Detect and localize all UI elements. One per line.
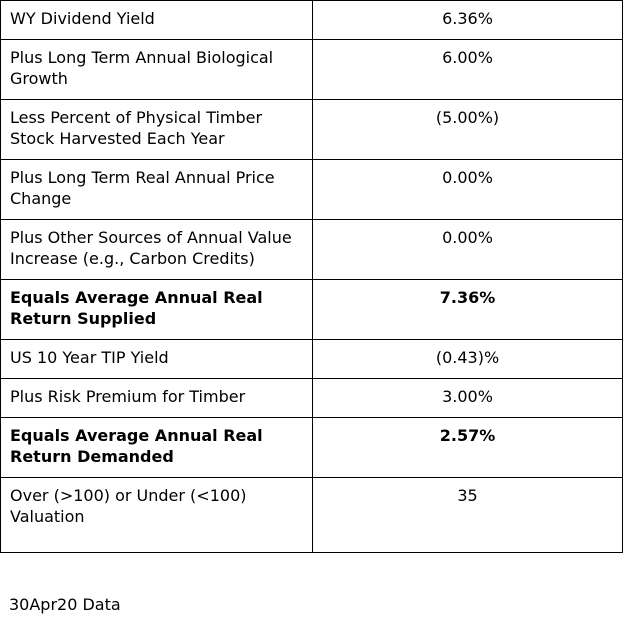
row-label: Plus Risk Premium for Timber [0,378,313,418]
table-row-tip-yield: US 10 Year TIP Yield (0.43)% [0,339,623,379]
row-label: Plus Other Sources of Annual Value Incre… [0,219,313,280]
row-label: Less Percent of Physical Timber Stock Ha… [0,99,313,160]
valuation-table: WY Dividend Yield 6.36% Plus Long Term A… [0,0,623,553]
row-value: 0.00% [312,219,623,280]
row-value: (0.43)% [312,339,623,379]
table-row-harvest-percent: Less Percent of Physical Timber Stock Ha… [0,99,623,160]
row-label: Equals Average Annual Real Return Suppli… [0,279,313,340]
table-row-valuation: Over (>100) or Under (<100) Valuation 35 [0,477,623,553]
row-value: 0.00% [312,159,623,220]
table-row-return-demanded: Equals Average Annual Real Return Demand… [0,417,623,478]
row-label: WY Dividend Yield [0,0,313,40]
row-value: 2.57% [312,417,623,478]
row-label: Plus Long Term Annual Biological Growth [0,39,313,100]
row-value: 6.36% [312,0,623,40]
table-row-biological-growth: Plus Long Term Annual Biological Growth … [0,39,623,100]
row-value: 7.36% [312,279,623,340]
table-row-price-change: Plus Long Term Real Annual Price Change … [0,159,623,220]
row-value: (5.00%) [312,99,623,160]
table-row-risk-premium: Plus Risk Premium for Timber 3.00% [0,378,623,418]
row-label: Over (>100) or Under (<100) Valuation [0,477,313,553]
table-row-other-sources: Plus Other Sources of Annual Value Incre… [0,219,623,280]
row-label: Plus Long Term Real Annual Price Change [0,159,313,220]
row-label: US 10 Year TIP Yield [0,339,313,379]
data-date-note: 30Apr20 Data [9,595,121,614]
table-row-return-supplied: Equals Average Annual Real Return Suppli… [0,279,623,340]
row-label: Equals Average Annual Real Return Demand… [0,417,313,478]
row-value: 35 [312,477,623,553]
row-value: 6.00% [312,39,623,100]
row-value: 3.00% [312,378,623,418]
table-row-dividend-yield: WY Dividend Yield 6.36% [0,0,623,40]
